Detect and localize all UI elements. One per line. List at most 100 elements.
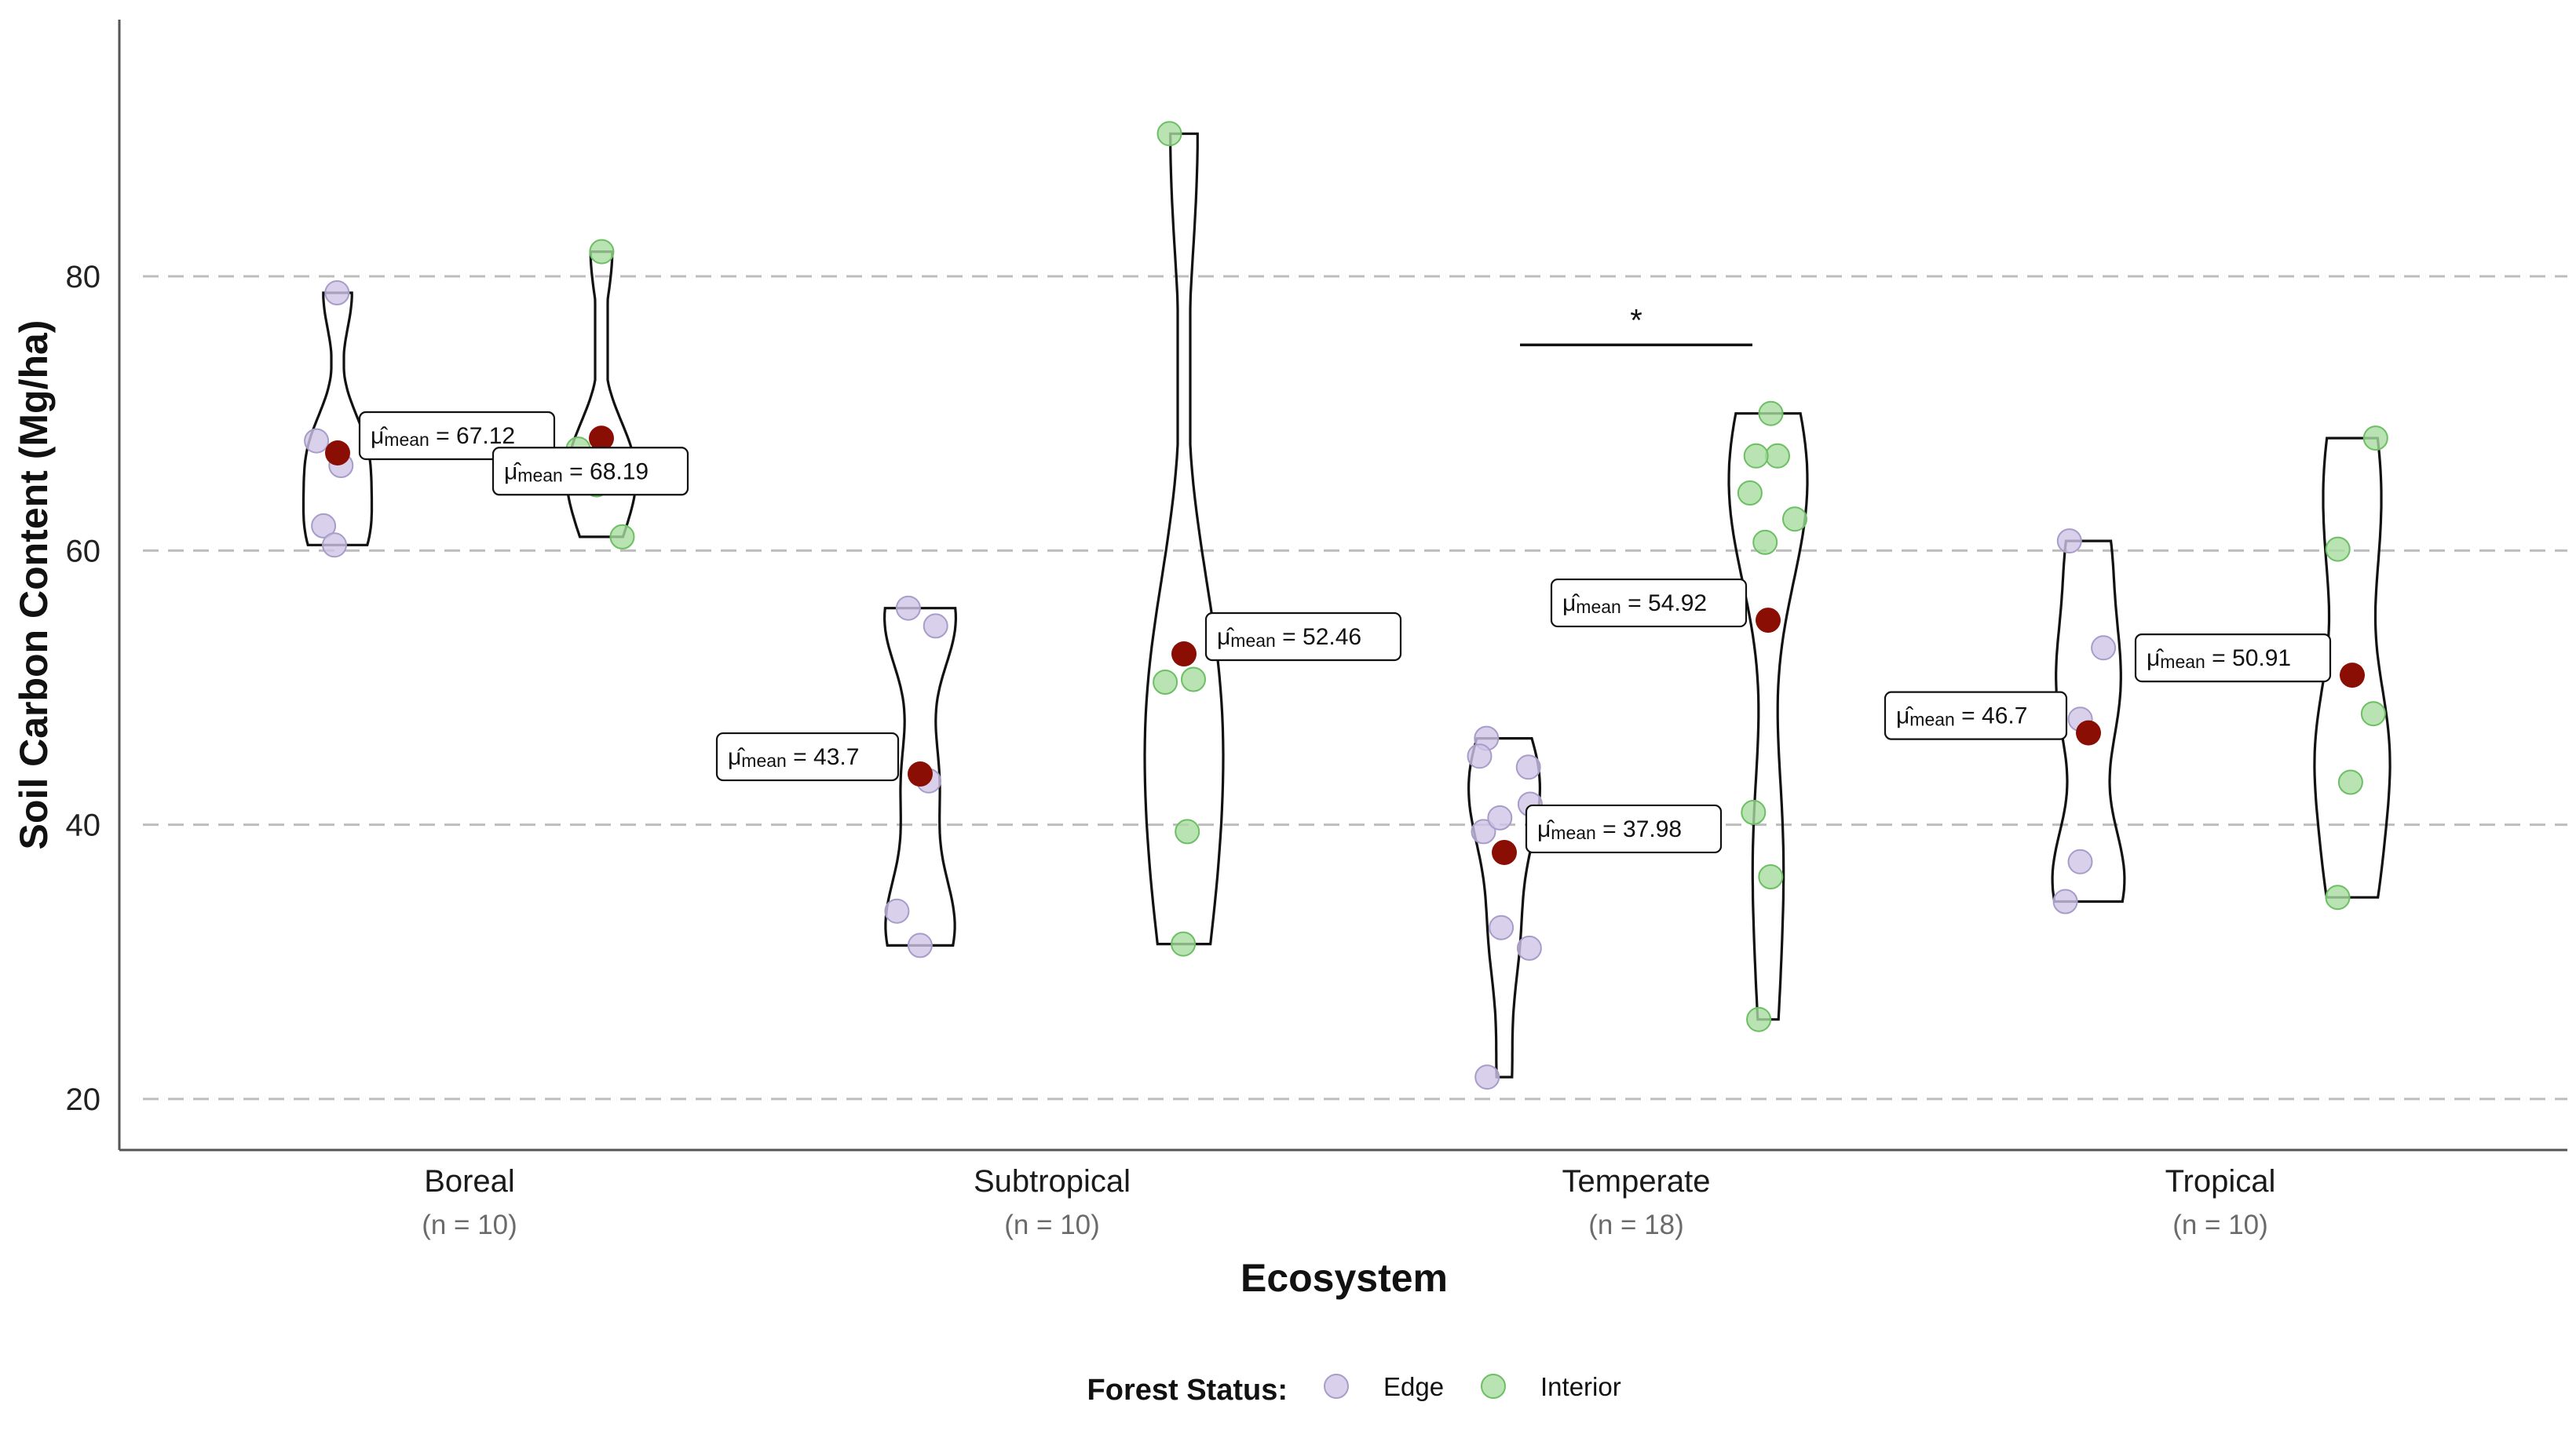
data-point-interior (609, 524, 635, 549)
legend-key-edge (1324, 1374, 1349, 1399)
data-point-interior (1752, 529, 1778, 555)
data-point-edge (324, 280, 350, 305)
x-category-label: Temperate (1562, 1164, 1711, 1199)
data-point-interior (1758, 864, 1784, 889)
data-point-interior (2325, 536, 2351, 562)
data-point-interior (1156, 121, 1182, 147)
significance-label: * (1630, 303, 1642, 338)
x-category-count-label: (n = 18) (1588, 1210, 1684, 1240)
data-point-edge (2056, 528, 2082, 554)
mean-label-frame (1204, 612, 1402, 662)
mean-label-frame (2134, 633, 2332, 683)
x-category-label: Tropical (2165, 1164, 2276, 1199)
x-category-label: Boreal (424, 1164, 515, 1199)
y-tick-label: 20 (66, 1082, 101, 1117)
mean-label-frame (1525, 804, 1723, 854)
y-tick-label: 80 (66, 260, 101, 294)
y-tick-label: 40 (66, 809, 101, 843)
violin-temperate-edge (1467, 737, 1542, 1079)
mean-value: = 54.92 (1621, 590, 1707, 616)
legend-label-edge: Edge (1383, 1372, 1444, 1401)
data-points (304, 121, 2388, 1090)
data-point-interior (1171, 931, 1197, 957)
mean-subscript: mean (741, 750, 787, 771)
data-point-interior (2362, 425, 2388, 451)
mean-value: = 37.98 (1596, 816, 1682, 842)
data-point-edge (2091, 635, 2117, 661)
mean-marker (1171, 641, 1197, 667)
mean-label-frame (1550, 578, 1748, 628)
data-point-interior (2325, 885, 2351, 911)
mean-subscript: mean (1230, 630, 1276, 651)
data-point-edge (907, 933, 933, 958)
data-point-interior (2360, 701, 2386, 727)
data-point-interior (589, 239, 615, 265)
data-point-edge (2052, 889, 2078, 915)
data-point-edge (1467, 743, 1493, 769)
mean-marker (2076, 720, 2101, 746)
legend-key-interior (1481, 1374, 1506, 1399)
mean-marker (1492, 839, 1517, 865)
mean-label-box: μ̂mean = 50.91 (2134, 633, 2332, 683)
significance-annotations: * (1520, 303, 1752, 347)
violin-tropical-interior (2313, 436, 2391, 899)
violin-subtropical-edge (882, 607, 958, 947)
data-point-edge (304, 428, 330, 454)
mean-label-box: μ̂mean = 68.19 (491, 447, 689, 496)
data-point-edge (1515, 754, 1541, 780)
mean-subscript: mean (384, 429, 429, 450)
x-category-labels: Boreal (n = 10) Subtropical (n = 10) Tempera… (422, 1164, 2275, 1240)
mean-label-box: μ̂mean = 37.98 (1525, 804, 1723, 854)
violin-temperate-interior (1727, 412, 1809, 1021)
data-point-interior (1765, 443, 1790, 469)
legend-title: Forest Status: (1087, 1374, 1288, 1407)
mean-label-box: μ̂mean = 52.46 (1204, 612, 1402, 662)
mean-label-box: μ̂mean = 46.7 (1884, 691, 2068, 740)
x-category-count-label: (n = 10) (1004, 1210, 1100, 1240)
data-point-edge (895, 595, 921, 621)
mean-label-frame (491, 447, 689, 496)
mean-subscript: mean (1576, 597, 1621, 617)
grid-lines (143, 275, 2567, 1101)
data-point-edge (1487, 805, 1513, 831)
mean-subscript: mean (517, 465, 563, 485)
data-point-edge (2067, 849, 2093, 874)
mean-value: = 46.7 (1955, 703, 2028, 729)
mean-value: = 43.7 (787, 744, 860, 770)
mean-label-text: μ̂mean = 67.12 (371, 423, 515, 450)
mean-value: = 67.12 (429, 423, 515, 449)
data-point-edge (322, 532, 347, 558)
mean-label-text: μ̂mean = 68.19 (504, 458, 649, 485)
mean-marker (1756, 608, 1781, 633)
data-point-edge (1489, 915, 1515, 940)
mean-value: = 50.91 (2205, 645, 2291, 671)
mean-subscript: mean (2160, 652, 2205, 672)
mean-label-frame (1884, 691, 2068, 740)
mean-label-box: μ̂mean = 54.92 (1550, 578, 1748, 628)
data-point-edge (1474, 1064, 1500, 1090)
data-point-interior (1743, 443, 1769, 469)
mean-label-text: μ̂mean = 46.7 (1896, 703, 2027, 730)
data-point-edge (1471, 819, 1496, 845)
violins (301, 132, 2391, 1079)
data-point-interior (1181, 666, 1206, 692)
y-tick-label: 60 (66, 534, 101, 568)
data-point-edge (311, 513, 337, 538)
x-axis-title: Ecosystem (1240, 1256, 1448, 1300)
y-tick-labels: 20 40 60 80 (66, 260, 101, 1117)
data-point-interior (1153, 670, 1178, 695)
data-point-interior (1758, 400, 1784, 426)
mean-marker (2340, 663, 2365, 688)
mean-marker (589, 425, 614, 451)
x-category-count-label: (n = 10) (422, 1210, 517, 1240)
mean-label-box: μ̂mean = 43.7 (715, 732, 900, 782)
data-point-interior (1175, 819, 1200, 845)
data-point-interior (2337, 769, 2363, 795)
x-category-count-label: (n = 10) (2172, 1210, 2268, 1240)
mean-subscript: mean (1551, 823, 1596, 843)
mean-value: = 52.46 (1276, 624, 1361, 650)
data-point-edge (1516, 935, 1542, 961)
legend-label-interior: Interior (1540, 1372, 1621, 1401)
mean-labels: μ̂mean = 67.12 μ̂mean = 68.19 μ̂mean = 43.… (358, 411, 2332, 854)
